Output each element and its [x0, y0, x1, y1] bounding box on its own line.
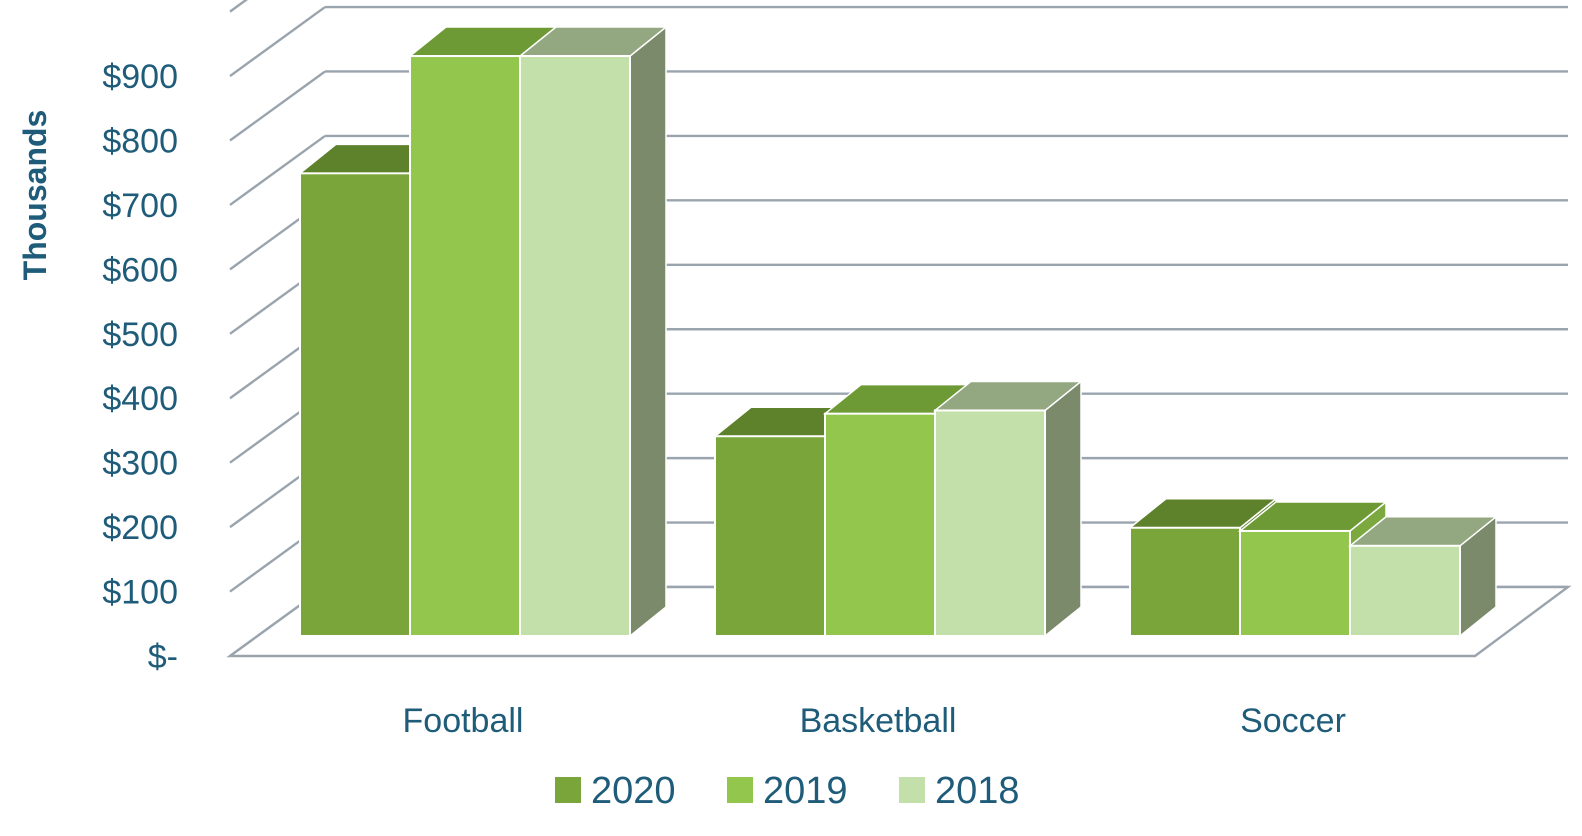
- legend-swatch: [899, 777, 925, 803]
- bar-front: [520, 56, 630, 636]
- legend-swatch: [555, 777, 581, 803]
- bar: [520, 27, 666, 636]
- bar-front: [715, 436, 825, 636]
- legend-item: 2020: [555, 770, 676, 812]
- y-tick-label: $200: [102, 509, 178, 547]
- bar-front: [300, 173, 410, 636]
- category-label: Basketball: [800, 702, 957, 740]
- gridline-wall: [230, 0, 325, 12]
- y-tick-label: $-: [148, 638, 178, 676]
- bar-front: [410, 56, 520, 636]
- bar-side: [1045, 381, 1081, 636]
- y-tick-label: $300: [102, 445, 178, 483]
- y-axis-ticks: $- $100 $200 $300 $400 $500 $600 $700 $800 $900: [102, 58, 178, 676]
- legend-item: 2018: [899, 770, 1020, 812]
- bars: [300, 27, 1496, 636]
- bar-front: [1240, 531, 1350, 636]
- legend-label: 2018: [935, 770, 1020, 812]
- bar-front: [1350, 546, 1460, 636]
- bar: [1350, 517, 1496, 636]
- category-label: Football: [403, 702, 524, 740]
- bar-front: [935, 410, 1045, 636]
- category-label: Soccer: [1240, 702, 1346, 740]
- bar-front: [825, 414, 935, 636]
- gridline-wall: [230, 71, 325, 140]
- bar-front: [1130, 528, 1240, 636]
- bar: [935, 381, 1081, 636]
- y-tick-label: $100: [102, 574, 178, 612]
- y-tick-label: $800: [102, 122, 178, 160]
- legend-swatch: [727, 777, 753, 803]
- legend-label: 2020: [591, 770, 676, 812]
- gridline-wall: [230, 7, 325, 76]
- y-axis-title: Thousands: [17, 110, 53, 281]
- y-tick-label: $600: [102, 251, 178, 289]
- y-tick-label: $500: [102, 316, 178, 354]
- legend-label: 2019: [763, 770, 848, 812]
- legend-item: 2019: [727, 770, 848, 812]
- legend: 2020 2019 2018: [555, 770, 1020, 812]
- x-axis-categories: Football Basketball Soccer: [403, 702, 1346, 740]
- y-tick-label: $700: [102, 187, 178, 225]
- bar-side: [630, 27, 666, 636]
- y-tick-label: $400: [102, 380, 178, 418]
- y-tick-label: $900: [102, 58, 178, 96]
